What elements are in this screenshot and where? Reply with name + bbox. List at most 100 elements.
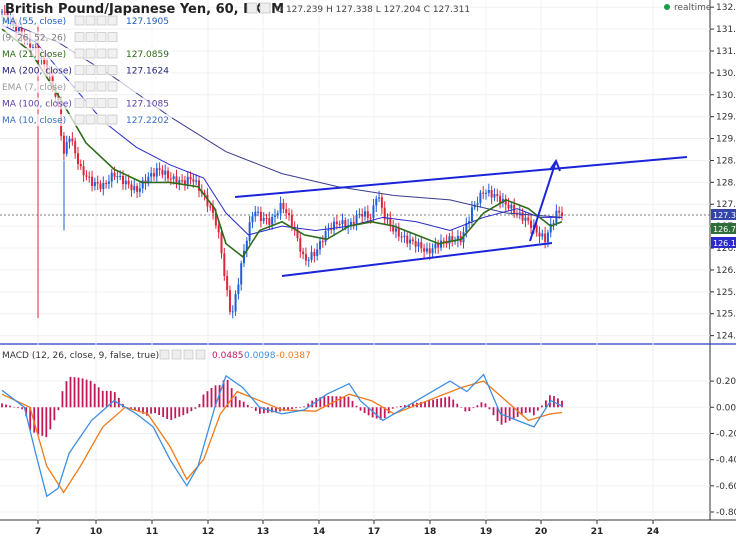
macd-hist-bar	[25, 407, 28, 417]
candle-body	[147, 176, 150, 184]
candle-body	[181, 180, 184, 182]
candle-body	[518, 212, 521, 214]
price-tick-label: 126.500	[716, 244, 736, 254]
candle-body	[538, 232, 541, 237]
header-toolbar-button[interactable]	[246, 2, 258, 14]
macd-hist-bar	[202, 394, 205, 408]
candle-body	[316, 249, 319, 256]
macd-hist-bar	[17, 407, 20, 409]
candle-body	[299, 238, 302, 252]
indicator-toolbar-button[interactable]	[107, 32, 118, 42]
candle-body	[1, 11, 3, 13]
indicator-legend-row[interactable]: MA (21, close) 127.0859	[0, 48, 172, 60]
indicator-toolbar-button[interactable]	[96, 98, 107, 108]
indicator-toolbar-button[interactable]	[96, 15, 107, 26]
indicator-legend[interactable]: MA (55, close) 127.1905 (9, 26, 52, 26) MA …	[0, 15, 172, 126]
indicator-legend-row[interactable]: EMA (7, close)	[0, 81, 172, 93]
indicator-toolbar-button[interactable]	[107, 98, 118, 108]
macd-hist-bar	[222, 380, 225, 408]
indicator-toolbar-button[interactable]	[96, 48, 107, 59]
indicator-toolbar-button[interactable]	[74, 98, 85, 108]
indicator-toolbar-button[interactable]	[96, 114, 107, 125]
price-tick-label: 131.000	[716, 47, 736, 57]
macd-hist-bar	[480, 402, 483, 408]
time-scale[interactable]: 7 10 11 12 13 14 17 18 19 20 21 24	[35, 520, 659, 537]
macd-scale[interactable]: 0.2000 0.0000 -0.2000 -0.4000 -0.6000 -0.8000	[710, 377, 736, 518]
macd-toolbar-button[interactable]	[183, 349, 194, 360]
indicator-toolbar-button[interactable]	[74, 65, 85, 75]
indicator-toolbar-button[interactable]	[74, 81, 85, 92]
macd-hist-bar	[194, 407, 197, 409]
indicator-toolbar-button[interactable]	[96, 81, 107, 92]
candle-body	[541, 233, 544, 237]
macd-pane[interactable]	[1, 373, 563, 498]
candle-body	[397, 228, 400, 237]
candle-body	[425, 248, 428, 252]
macd-legend[interactable]: MACD (12, 26, close, 9, false, true) 0.0…	[2, 349, 311, 361]
indicator-toolbar-button[interactable]	[85, 65, 96, 75]
macd-hist-bar	[73, 377, 76, 408]
candle-body	[411, 239, 414, 242]
indicator-toolbar-button[interactable]	[107, 65, 118, 75]
indicator-legend-row[interactable]: MA (200, close) 127.1624	[0, 64, 172, 77]
indicator-toolbar-button[interactable]	[74, 48, 85, 59]
indicator-toolbar-button[interactable]	[107, 15, 118, 26]
candle-body	[521, 212, 524, 221]
indicator-toolbar-button[interactable]	[107, 114, 118, 125]
macd-hist-bar	[117, 397, 120, 408]
macd-hist-bar	[468, 407, 471, 412]
indicator-legend-row[interactable]: MA (55, close) 127.1905	[0, 15, 172, 27]
candle-body	[189, 176, 192, 180]
macd-hist-bar	[57, 407, 60, 411]
macd-hist-bar	[45, 407, 48, 438]
price-scale[interactable]: 132.000 131.500 131.000 130.500 130.000 129.5…	[710, 3, 736, 342]
candle-body	[127, 180, 130, 185]
candle-body	[482, 192, 485, 194]
candle-body	[375, 198, 378, 206]
macd-hist-bar	[85, 379, 88, 408]
macd-hist-bar	[452, 399, 455, 408]
indicator-toolbar-button[interactable]	[85, 98, 96, 108]
indicator-legend-row[interactable]: (9, 26, 52, 26)	[0, 31, 172, 44]
candle-body	[155, 168, 158, 177]
macd-tick-label: 0.0000	[716, 403, 736, 413]
indicator-toolbar-button[interactable]	[85, 81, 96, 92]
indicator-toolbar-button[interactable]	[74, 15, 85, 26]
indicator-toolbar-button[interactable]	[74, 32, 85, 42]
macd-toolbar-button[interactable]	[171, 349, 182, 360]
candle-body	[496, 194, 499, 196]
candle-body	[91, 176, 94, 186]
header-toolbar[interactable]	[246, 2, 271, 14]
price-tag-label: 127.31	[713, 211, 736, 220]
macd-toolbar-button[interactable]	[159, 349, 170, 360]
indicator-toolbar-button[interactable]	[107, 48, 118, 59]
candle-body	[192, 179, 195, 182]
macd-hist-bar	[166, 407, 169, 419]
macd-hist-bar	[130, 407, 132, 409]
candle-body	[335, 221, 338, 224]
candle-body	[217, 225, 220, 233]
macd-hist-bar	[323, 396, 326, 408]
candle-body	[487, 190, 490, 193]
price-pane[interactable]	[1, 5, 688, 319]
indicator-toolbar-button[interactable]	[74, 114, 85, 125]
candle-body	[107, 181, 110, 184]
candle-body	[434, 243, 437, 249]
indicator-legend-row[interactable]: MA (100, close) 127.1085	[0, 97, 172, 110]
price-tick-label: 129.000	[716, 135, 736, 145]
indicator-toolbar-button[interactable]	[85, 32, 96, 42]
indicator-legend-row[interactable]: MA (10, close) 127.2202	[0, 114, 172, 126]
indicator-toolbar-button[interactable]	[85, 114, 96, 125]
header-toolbar-button[interactable]	[259, 2, 271, 14]
time-tick-label: 12	[202, 527, 215, 537]
price-tick-label: 131.500	[716, 25, 736, 35]
candle-body	[271, 216, 274, 225]
indicator-toolbar-button[interactable]	[85, 48, 96, 59]
indicator-toolbar-button[interactable]	[96, 65, 107, 75]
candle-body	[169, 178, 172, 180]
macd-toolbar-button[interactable]	[195, 349, 206, 360]
indicator-toolbar-button[interactable]	[85, 15, 96, 26]
indicator-toolbar-button[interactable]	[96, 32, 107, 42]
indicator-toolbar-button[interactable]	[107, 81, 118, 92]
